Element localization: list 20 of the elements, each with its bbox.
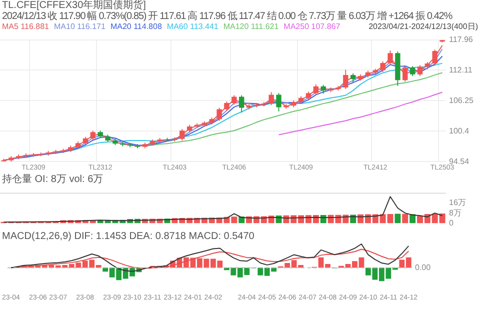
y-tick-label: 8万 bbox=[449, 208, 462, 218]
text: 2023/04/21-2024/12/13(400日) bbox=[368, 22, 478, 32]
y-tick-label: 117.96 bbox=[449, 35, 474, 44]
text: MA5 116.881 bbox=[2, 22, 49, 32]
ref-line-label: 0.00 bbox=[415, 263, 432, 272]
chart-title: TL.CFE[CFFEX30年期国债期货] bbox=[1, 0, 147, 11]
text: MA60 113.441 bbox=[166, 22, 218, 32]
y-tick-label: 106.25 bbox=[449, 96, 474, 105]
chart-title: MACD(12,26,9) DIF: 1.1453 DEA: 0.8718 MACD: 0.5470 bbox=[1, 231, 256, 242]
text: MA10 116.171 bbox=[54, 22, 106, 32]
y-tick-label: 100.4 bbox=[449, 126, 470, 136]
text: MA250 107.867 bbox=[284, 22, 340, 32]
chart-subtitle: 2024/12/13 收 117.90 幅 0.73%(0.85) 开 117.61 高 117.96 低 117.47 结 0.00 仓 7.73万 量 6.03万 增 +1264 振 0.42% bbox=[1, 11, 454, 22]
chart-title: 持仓量 OI: 8万 vol: 6万 bbox=[1, 174, 104, 185]
y-tick-label: 16万 bbox=[449, 198, 466, 208]
y-tick-label: 112.11 bbox=[449, 65, 473, 74]
text: MA120 111.621 bbox=[223, 22, 279, 32]
y-tick-label: 94.54 bbox=[449, 156, 470, 166]
text: MA20 114.808 bbox=[110, 22, 162, 32]
y-tick-label: 0 bbox=[449, 218, 454, 228]
